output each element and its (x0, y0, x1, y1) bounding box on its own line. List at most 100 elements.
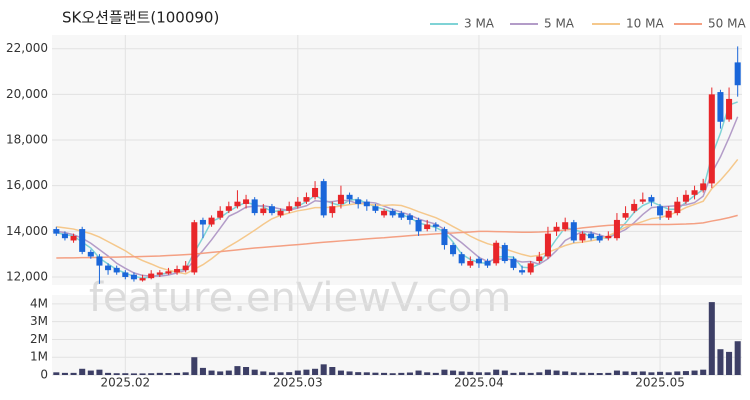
moving-average-line (56, 116, 739, 277)
volume-bar (622, 371, 629, 375)
candle-body (519, 270, 526, 273)
x-tick-label: 2025.04 (454, 376, 504, 390)
volume-tick-label: 0 (40, 368, 48, 382)
volume-bar (648, 372, 655, 375)
volume-bar (691, 370, 698, 375)
candle-body (639, 199, 646, 202)
volume-bar (148, 373, 155, 375)
candle-body (113, 267, 120, 273)
volume-bar (346, 371, 353, 375)
volume-bar (268, 372, 275, 375)
candle-body (79, 229, 86, 252)
volume-bar (389, 373, 396, 375)
volume-bar (665, 372, 672, 375)
candle-body (234, 201, 241, 207)
candle-body (363, 201, 370, 207)
volume-bar (544, 369, 551, 375)
legend-label: 50 MA (708, 17, 746, 31)
volume-bar (631, 371, 638, 375)
volume-bar (501, 370, 508, 375)
candle-body (648, 197, 655, 202)
y-tick-label: 18,000 (6, 133, 48, 147)
legend-label: 10 MA (626, 17, 664, 31)
candle-body (243, 199, 250, 204)
volume-bar (260, 371, 267, 375)
candle-body (268, 206, 275, 214)
volume-bar (708, 302, 715, 375)
candle-body (389, 210, 396, 216)
volume-bar (510, 372, 517, 375)
volume-bar (553, 370, 560, 375)
volume-bar (191, 357, 198, 375)
volume-bar (579, 372, 586, 375)
volume-bar (639, 371, 646, 375)
candle-body (329, 206, 336, 214)
y-tick-label: 22,000 (6, 41, 48, 55)
y-tick-label: 16,000 (6, 178, 48, 192)
volume-bar (700, 369, 707, 375)
volume-tick-label: 4M (30, 296, 48, 310)
candle-body (346, 194, 353, 200)
candle-body (536, 256, 543, 262)
candle-body (579, 233, 586, 241)
volume-bar (674, 371, 681, 375)
volume-bar (251, 369, 258, 375)
candle-body (53, 229, 60, 234)
candle-body (217, 210, 224, 218)
candle-body (398, 213, 405, 218)
candle-body (61, 233, 68, 239)
x-tick-label: 2025.02 (101, 376, 151, 390)
volume-bar (519, 372, 526, 375)
y-tick-label: 12,000 (6, 270, 48, 284)
candle-body (458, 254, 465, 264)
candle-body (415, 219, 422, 232)
volume-bar (657, 371, 664, 375)
candle-body (588, 233, 595, 239)
candle-body (570, 222, 577, 241)
watermark: feature.enViewV.com (89, 275, 511, 321)
volume-bar (355, 372, 362, 375)
volume-bar (372, 372, 379, 375)
volume-bar (105, 372, 112, 375)
volume-bar (734, 341, 741, 375)
candle-body (191, 222, 198, 273)
candle-body (312, 187, 319, 198)
volume-tick-label: 3M (30, 314, 48, 328)
volume-bar (605, 372, 612, 375)
volume-bar (53, 372, 60, 375)
volume-tick-label: 2M (30, 332, 48, 346)
volume-bar (363, 372, 370, 375)
candle-body (726, 98, 733, 120)
volume-bar (441, 369, 448, 375)
volume-bar (294, 370, 301, 375)
volume-bar (113, 373, 120, 375)
candle-body (320, 181, 327, 216)
candle-body (87, 251, 94, 257)
x-tick-label: 2025.05 (635, 376, 685, 390)
candle-body (225, 206, 232, 211)
volume-bar (458, 371, 465, 375)
candle-body (613, 219, 620, 239)
volume-bar (570, 372, 577, 375)
volume-bar (243, 367, 250, 375)
candle-body (467, 261, 474, 266)
volume-bar (277, 372, 284, 375)
volume-bar (493, 369, 500, 375)
candle-body (277, 210, 284, 216)
volume-bar (96, 369, 103, 375)
candle-body (165, 271, 172, 274)
candle-body (622, 213, 629, 218)
candle-body (432, 224, 439, 227)
volume-bar (225, 370, 232, 375)
volume-bar (406, 372, 413, 375)
candle-body (605, 235, 612, 239)
volume-bar (450, 370, 457, 375)
candle-body (665, 210, 672, 218)
volume-bar (61, 372, 68, 375)
y-tick-label: 14,000 (6, 224, 48, 238)
candle-body (251, 199, 258, 214)
volume-bar (432, 372, 439, 375)
volume-tick-label: 1M (30, 350, 48, 364)
y-tick-label: 20,000 (6, 87, 48, 101)
